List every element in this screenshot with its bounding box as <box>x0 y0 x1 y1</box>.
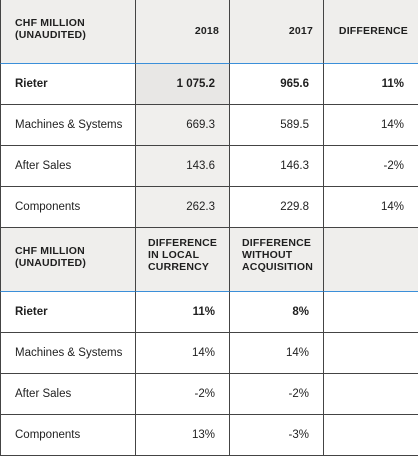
row-label: Machines & Systems <box>0 333 136 374</box>
empty-cell <box>324 292 418 333</box>
value-2017: 589.5 <box>230 105 324 146</box>
empty-cell <box>324 333 418 374</box>
value-local-currency: 11% <box>136 292 230 333</box>
row-label: Components <box>0 187 136 228</box>
table2-header-row: CHF MILLION (UNAUDITED) DIFFERENCE IN LO… <box>0 228 418 292</box>
value-2017: 965.6 <box>230 64 324 105</box>
table1-header-difference: DIFFERENCE <box>324 0 418 64</box>
empty-cell <box>324 374 418 415</box>
value-2018: 262.3 <box>136 187 230 228</box>
row-label: Rieter <box>0 292 136 333</box>
table1-header-2017: 2017 <box>230 0 324 64</box>
value-2018: 143.6 <box>136 146 230 187</box>
table1-header-row: CHF MILLION (UNAUDITED) 2018 2017 DIFFER… <box>0 0 418 64</box>
value-2018: 1 075.2 <box>136 64 230 105</box>
table2-header-without-acquisition: DIFFERENCE WITHOUT ACQUISITION <box>230 228 324 292</box>
value-without-acquisition: -2% <box>230 374 324 415</box>
table2-header-local-currency: DIFFERENCE IN LOCAL CURRENCY <box>136 228 230 292</box>
value-2017: 146.3 <box>230 146 324 187</box>
table2-header-unit: CHF MILLION (UNAUDITED) <box>0 228 136 292</box>
value-2017: 229.8 <box>230 187 324 228</box>
table1-header-2018: 2018 <box>136 0 230 64</box>
table-row: After Sales -2% -2% <box>0 374 418 415</box>
value-without-acquisition: -3% <box>230 415 324 456</box>
table-row: After Sales 143.6 146.3 -2% <box>0 146 418 187</box>
row-label: After Sales <box>0 374 136 415</box>
table-row: Rieter 1 075.2 965.6 11% <box>0 64 418 105</box>
row-label: Machines & Systems <box>0 105 136 146</box>
value-local-currency: 13% <box>136 415 230 456</box>
value-2018: 669.3 <box>136 105 230 146</box>
empty-cell <box>324 415 418 456</box>
value-difference: 14% <box>324 105 418 146</box>
value-difference: 14% <box>324 187 418 228</box>
value-without-acquisition: 8% <box>230 292 324 333</box>
table-row: Components 13% -3% <box>0 415 418 456</box>
value-difference: -2% <box>324 146 418 187</box>
table2-header-empty <box>324 228 418 292</box>
table-row: Machines & Systems 14% 14% <box>0 333 418 374</box>
value-without-acquisition: 14% <box>230 333 324 374</box>
row-label: After Sales <box>0 146 136 187</box>
table-row: Rieter 11% 8% <box>0 292 418 333</box>
value-local-currency: -2% <box>136 374 230 415</box>
value-difference: 11% <box>324 64 418 105</box>
row-label: Components <box>0 415 136 456</box>
table-row: Components 262.3 229.8 14% <box>0 187 418 228</box>
value-local-currency: 14% <box>136 333 230 374</box>
table-row: Machines & Systems 669.3 589.5 14% <box>0 105 418 146</box>
table1-header-unit: CHF MILLION (UNAUDITED) <box>0 0 136 64</box>
row-label: Rieter <box>0 64 136 105</box>
